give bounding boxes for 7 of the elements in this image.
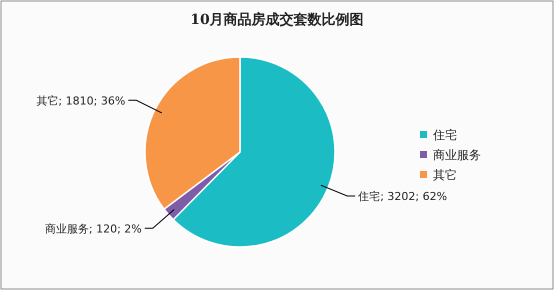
legend-label: 商业服务	[433, 148, 481, 162]
legend-label: 住宅	[432, 128, 457, 142]
category-label: 住宅; 3202; 62%	[358, 190, 448, 203]
chart-title: 10月商品房成交套数比例图	[190, 11, 364, 28]
category-label: 商业服务; 120; 2%	[44, 222, 142, 236]
category-label: 其它; 1810; 36%	[36, 94, 126, 108]
legend-label: 其它	[433, 168, 457, 182]
